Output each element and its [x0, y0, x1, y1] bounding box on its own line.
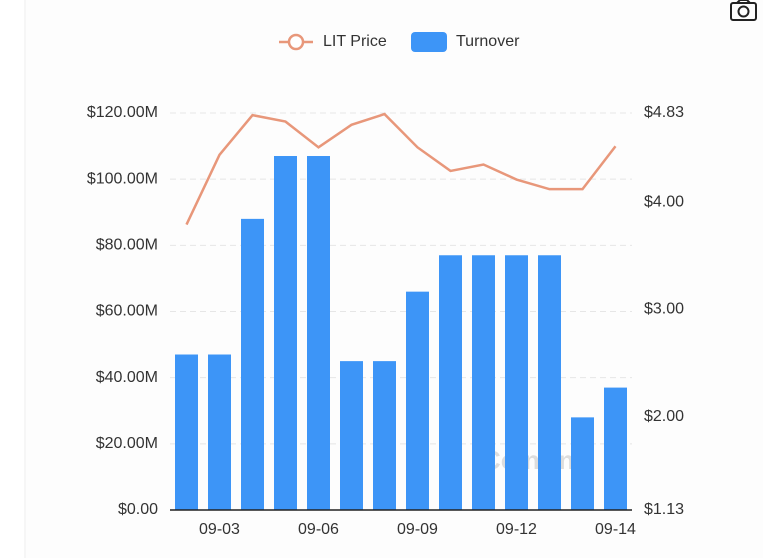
bar: [241, 218, 264, 510]
y-tick-label: $80.00M: [96, 237, 158, 254]
bar: [472, 255, 495, 510]
legend-marker: [287, 33, 305, 51]
bar: [307, 156, 330, 510]
y2-tick-label: $2.00: [644, 408, 684, 425]
bar: [208, 354, 231, 510]
bar: [406, 291, 429, 510]
legend-label: Turnover: [456, 33, 520, 50]
bar: [373, 361, 396, 510]
legend-label: LIT Price: [323, 33, 387, 50]
y2-tick-label: $4.00: [644, 193, 684, 210]
y-tick-label: $40.00M: [96, 369, 158, 386]
y-tick-label: $100.00M: [87, 170, 158, 187]
bar: [439, 255, 462, 510]
x-tick-label: 09-14: [595, 521, 636, 538]
legend-swatch: [411, 32, 447, 52]
y-tick-label: $60.00M: [96, 303, 158, 320]
bar: [340, 361, 363, 510]
y2-tick-label: $1.13: [644, 501, 684, 518]
bar: [571, 417, 594, 510]
bar: [274, 156, 297, 510]
y-tick-label: $0.00: [118, 501, 158, 518]
bar: [175, 354, 198, 510]
y2-tick-label: $3.00: [644, 301, 684, 318]
y-tick-label: $20.00M: [96, 435, 158, 452]
y-tick-label: $120.00M: [87, 104, 158, 121]
x-tick-label: 09-06: [298, 521, 339, 538]
camera-icon[interactable]: [730, 0, 757, 21]
x-tick-label: 09-03: [199, 521, 240, 538]
bar: [604, 387, 627, 510]
y2-tick-label: $4.83: [644, 104, 684, 121]
bar: [505, 255, 528, 510]
x-tick-label: 09-09: [397, 521, 438, 538]
bar: [538, 255, 561, 510]
price-line: [185, 112, 617, 226]
x-tick-label: 09-12: [496, 521, 537, 538]
